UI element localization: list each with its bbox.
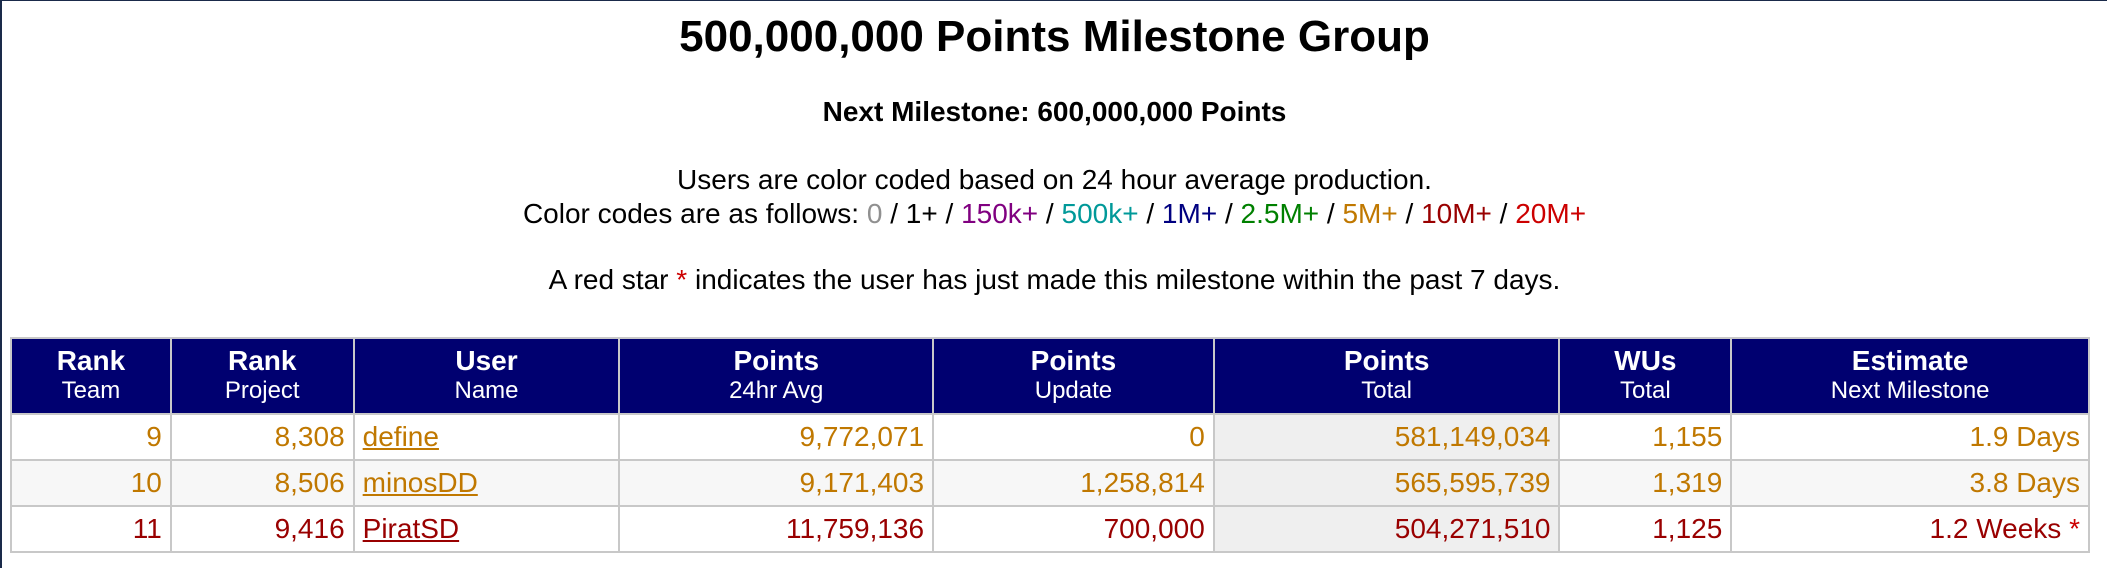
table-row: 11 9,416 PiratSD 11,759,136 700,000 504,… xyxy=(10,505,2090,553)
color-code-separator: / xyxy=(1138,198,1162,229)
color-code-item: 0 xyxy=(866,198,883,229)
cell-estimate: 3.8 Days xyxy=(1730,459,2090,507)
header-wus-total: WUs Total xyxy=(1558,337,1733,415)
cell-estimate: 1.2 Weeks * xyxy=(1730,505,2090,553)
table-row: 9 8,308 define 9,772,071 0 581,149,034 1… xyxy=(10,413,2090,461)
estimate-value: 1.9 Days xyxy=(1969,421,2081,452)
color-code-separator: / xyxy=(937,198,962,229)
color-codes-list: 0 / 1+ / 150k+ / 500k+ / 1M+ / 2.5M+ / 5… xyxy=(867,198,1586,229)
table-header-row: Rank Team Rank Project User Name Points 24hr… xyxy=(10,337,2090,415)
cell-wus-total: 1,125 xyxy=(1558,505,1733,553)
cell-rank-project: 8,308 xyxy=(169,413,355,461)
color-code-item: 5M+ xyxy=(1342,198,1398,229)
page-title: 500,000,000 Points Milestone Group xyxy=(679,12,1430,61)
red-star-note: A red star * indicates the user has just… xyxy=(2,263,2107,297)
cell-rank-team: 9 xyxy=(10,413,172,461)
note-prefix: A red star xyxy=(548,264,677,295)
color-code-item: 500k+ xyxy=(1061,198,1139,229)
color-code-item: 1M+ xyxy=(1161,198,1218,229)
color-code-item: 150k+ xyxy=(961,198,1039,229)
cell-points-update: 1,258,814 xyxy=(932,459,1215,507)
header-user-name: User Name xyxy=(352,337,621,415)
cell-user-name: PiratSD xyxy=(352,505,621,553)
cell-rank-team: 11 xyxy=(10,505,172,553)
header-rank-team: Rank Team xyxy=(10,337,172,415)
cell-user-name: define xyxy=(352,413,621,461)
cell-points-total: 565,595,739 xyxy=(1212,459,1561,507)
next-milestone-label: Next Milestone: 600,000,000 Points xyxy=(822,96,1287,127)
color-code-separator: / xyxy=(882,198,906,229)
color-code-item: 20M+ xyxy=(1515,198,1587,229)
cell-rank-project: 9,416 xyxy=(169,505,355,553)
cell-points-update: 700,000 xyxy=(932,505,1215,553)
red-star-icon: * xyxy=(2069,513,2080,544)
cell-points-total: 581,149,034 xyxy=(1212,413,1561,461)
cell-wus-total: 1,319 xyxy=(1558,459,1733,507)
color-code-item: 2.5M+ xyxy=(1240,198,1320,229)
cell-points-avg: 9,772,071 xyxy=(618,413,935,461)
cell-user-name: minosDD xyxy=(352,459,621,507)
estimate-value: 1.2 Weeks xyxy=(1929,513,2062,544)
color-codes-prefix: Color codes are as follows: xyxy=(522,198,867,229)
note-suffix: indicates the user has just made this mi… xyxy=(687,264,1561,295)
user-link[interactable]: define xyxy=(362,421,439,452)
cell-points-avg: 11,759,136 xyxy=(618,505,935,553)
cell-wus-total: 1,155 xyxy=(1558,413,1733,461)
header-rank-project: Rank Project xyxy=(169,337,355,415)
color-code-separator: / xyxy=(1491,198,1516,229)
table-row: 10 8,506 minosDD 9,171,403 1,258,814 565… xyxy=(10,459,2090,507)
cell-points-avg: 9,171,403 xyxy=(618,459,935,507)
cell-rank-project: 8,506 xyxy=(169,459,355,507)
user-link[interactable]: minosDD xyxy=(362,467,478,498)
header-points-update: Points Update xyxy=(932,337,1215,415)
color-code-separator: / xyxy=(1319,198,1343,229)
description-line: Users are color coded based on 24 hour a… xyxy=(677,164,1432,195)
color-coding-description: Users are color coded based on 24 hour a… xyxy=(2,163,2107,231)
color-code-separator: / xyxy=(1217,198,1241,229)
color-code-separator: / xyxy=(1038,198,1062,229)
estimate-value: 3.8 Days xyxy=(1969,467,2081,498)
cell-points-total: 504,271,510 xyxy=(1212,505,1561,553)
header-points-total: Points Total xyxy=(1212,337,1561,415)
cell-points-update: 0 xyxy=(932,413,1215,461)
cell-rank-team: 10 xyxy=(10,459,172,507)
color-code-item: 1+ xyxy=(905,198,938,229)
cell-estimate: 1.9 Days xyxy=(1730,413,2090,461)
header-points-avg: Points 24hr Avg xyxy=(618,337,935,415)
color-codes-line: Color codes are as follows: 0 / 1+ / 150… xyxy=(2,197,2107,231)
header-estimate: Estimate Next Milestone xyxy=(1730,337,2090,415)
color-code-separator: / xyxy=(1397,198,1422,229)
user-link[interactable]: PiratSD xyxy=(362,513,460,544)
color-code-item: 10M+ xyxy=(1421,198,1492,229)
red-star-icon: * xyxy=(676,264,688,295)
milestone-table: Rank Team Rank Project User Name Points 24hr… xyxy=(10,337,2090,553)
